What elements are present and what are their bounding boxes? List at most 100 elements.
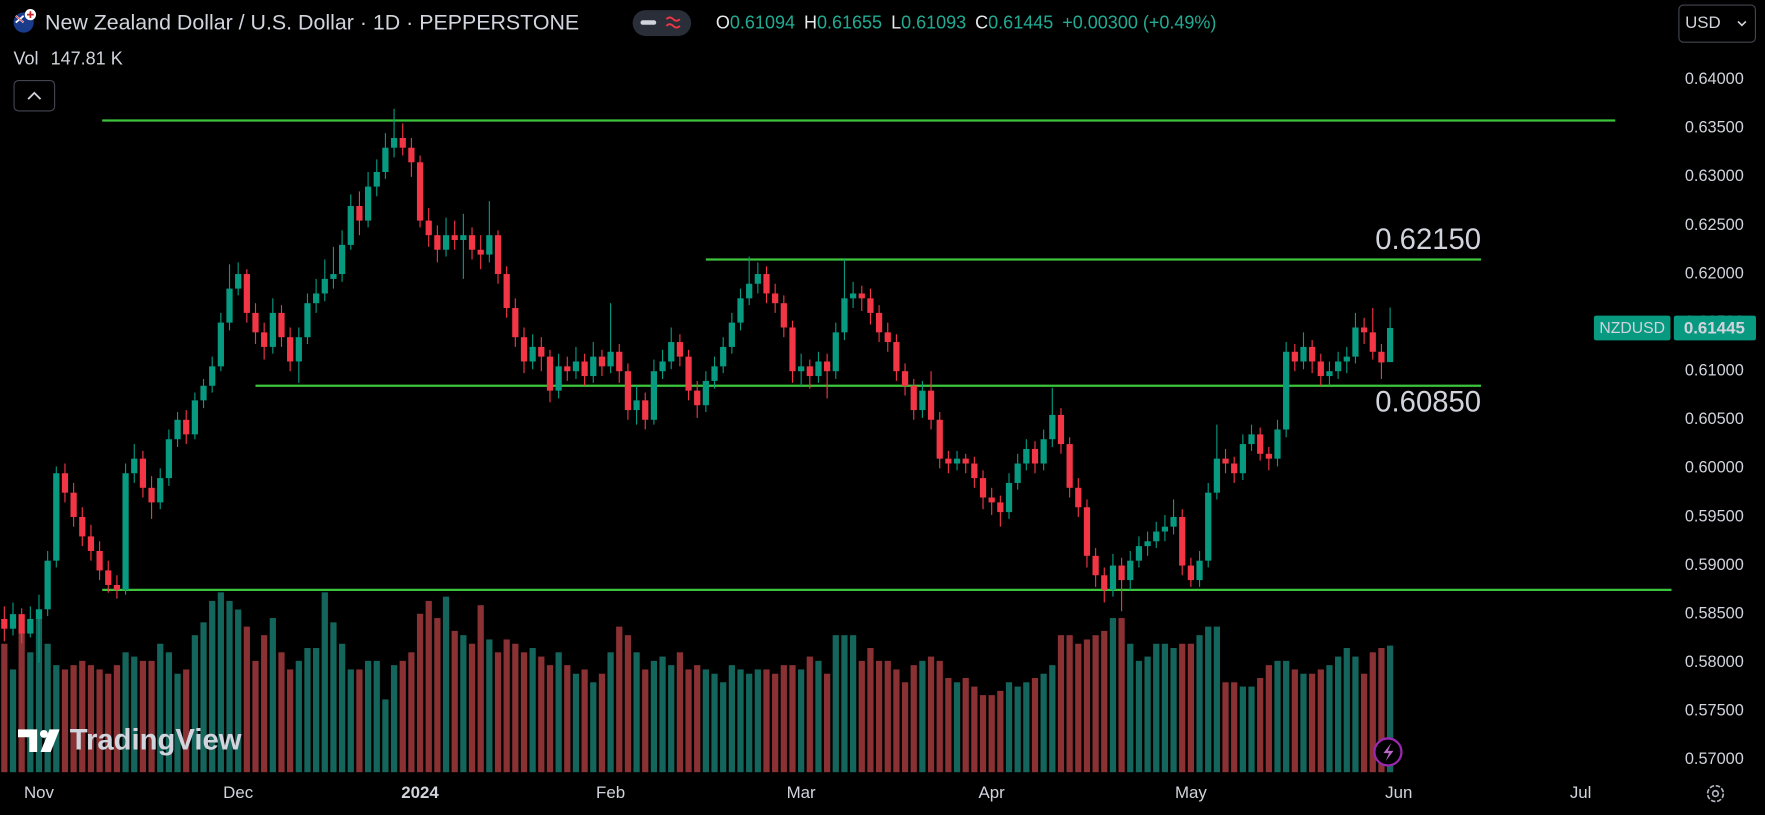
volume-bar [711,673,718,773]
volume-bar [468,643,476,773]
candle-body [927,390,935,420]
candle-body [650,371,658,420]
y-tick-label: 0.59000 [1685,556,1744,574]
candle-body [711,366,718,381]
volume-bar [53,665,60,773]
candle-body [139,458,147,488]
volume-bar [1014,686,1021,773]
x-tick-label: Dec [223,783,253,802]
candle-body [321,278,328,294]
last-price-text: 0.61445 [1684,319,1745,338]
candle-body [858,293,865,299]
volume-bar [815,660,822,773]
volume-bar [460,635,467,773]
volume-bar [572,673,580,773]
volume-bar [261,635,268,773]
candle-body [520,337,528,362]
volume-bar [226,600,233,773]
last-price-tag [1673,315,1756,341]
candle-body [737,298,744,323]
candle-body [113,584,121,590]
candle-body [1066,444,1073,488]
indicator-pill[interactable] [632,10,692,37]
volume-bar [927,656,935,773]
candle-body [183,419,190,435]
volume-bar [1343,648,1350,773]
candle-body [1187,565,1195,581]
level-label: 0.60850 [1375,387,1481,419]
x-tick-label: Jul [1570,783,1592,802]
candle-body [953,458,961,464]
settings-button[interactable] [1706,784,1725,803]
volume-bar [148,660,155,773]
candle-body [451,235,458,241]
volume-bar [1040,673,1047,773]
candle-body [278,312,285,338]
volume-bar [425,600,432,773]
candle-body [1369,332,1376,352]
volume-bar [901,682,909,773]
volume-bar [1127,643,1134,773]
candle-body [564,366,571,372]
y-tick-label: 0.63000 [1685,167,1744,185]
candle-body [1170,516,1177,527]
x-tick-label: Mar [787,783,816,802]
volume-bar [737,669,744,773]
level-label: 0.62150 [1375,224,1481,256]
x-tick-label: Feb [596,783,625,802]
volume-bar [191,635,198,773]
volume-bar [287,669,294,773]
volume-bar [659,656,666,773]
candle-body [607,351,614,367]
candle-body [1153,531,1160,542]
candle-body [1196,560,1203,581]
candle-body [1135,546,1143,561]
volume-bar [728,665,735,773]
candle-body [61,473,69,493]
volume-bar [1031,677,1039,773]
ohlc-legend: O0.61094 H0.61655 L0.61093 C0.61445 +0.00300… [716,12,1216,32]
volume-bar [1057,635,1065,773]
candle-body [971,463,978,479]
currency-button[interactable]: USD [1678,4,1756,43]
x-tick-label: Apr [979,783,1006,802]
volume-bar [581,669,588,773]
candle-body [988,497,995,503]
volume-bar [763,669,770,773]
volume-bar [1005,682,1013,773]
volume-bar [798,669,805,773]
y-tick-label: 0.60500 [1685,410,1744,428]
logo-text: TradingView [70,725,242,757]
volume-bar [122,652,129,773]
volume-bar [520,652,528,773]
volume-bar [720,682,727,773]
candle-body [226,288,233,323]
volume-bar [1187,643,1195,773]
volume-bar [642,669,649,773]
volume-bar [131,656,138,773]
y-tick-label: 0.59500 [1685,507,1744,525]
volume-bar [564,665,571,773]
volume-bar [1274,660,1281,773]
candle-body [1335,361,1342,372]
volume-bar [598,673,606,773]
candle-body [1014,463,1021,483]
volume-bar [945,677,952,773]
candle-body [503,274,510,309]
alert-button[interactable] [1373,737,1403,767]
symbol-tag [1593,315,1671,341]
volume-bar [607,652,614,773]
candle-body [416,162,424,221]
collapse-button[interactable] [13,79,56,112]
candle-body [79,516,86,537]
volume-bar [858,660,865,773]
candle-body [676,342,684,357]
x-tick-label: Nov [24,783,55,802]
volume-bar [884,660,891,773]
candle-body [746,283,753,299]
volume-bar [200,622,207,773]
candle-body [44,560,51,610]
candle-body [87,536,95,551]
